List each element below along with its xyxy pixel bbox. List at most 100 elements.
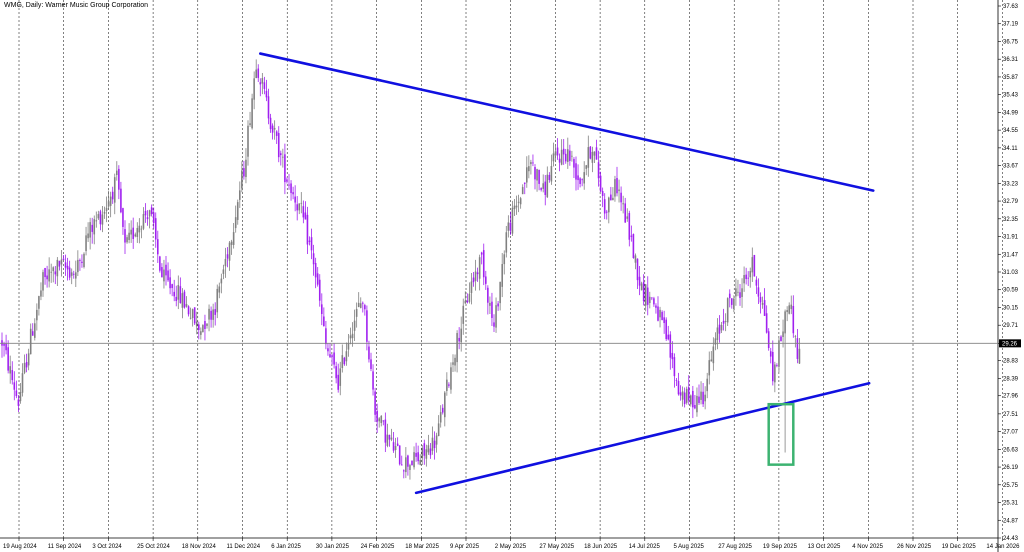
trendlines: [258, 52, 875, 495]
x-tick-label: 13 Oct 2025: [808, 544, 841, 550]
candle-body: [538, 169, 540, 184]
y-tick-label: 33.23: [1003, 181, 1019, 187]
candle-body: [509, 222, 512, 231]
candle-body: [665, 319, 667, 340]
candle-body: [292, 192, 294, 195]
candle-body: [562, 148, 565, 155]
candle-body: [692, 390, 694, 408]
candle-body: [7, 347, 9, 371]
candle-body: [642, 282, 645, 302]
x-tick-label: 26 Nov 2025: [897, 544, 932, 550]
candle-body: [712, 346, 715, 364]
candle-body: [195, 321, 198, 327]
candle-body: [673, 357, 676, 377]
candle-body: [536, 169, 538, 181]
candle-body: [540, 188, 542, 190]
y-tick-label: 25.31: [1003, 501, 1019, 507]
candle-body: [370, 359, 372, 369]
candle-body: [464, 300, 467, 304]
y-tick-label: 28.39: [1003, 376, 1019, 382]
y-tick-label: 35.87: [1003, 75, 1019, 81]
candle-body: [601, 191, 604, 196]
candle-body: [54, 271, 57, 275]
candle-body: [302, 206, 305, 218]
candle-body: [60, 259, 63, 265]
candle-body: [275, 131, 278, 136]
candle-body: [718, 324, 721, 334]
candle-body: [407, 455, 409, 467]
candle-body: [454, 357, 456, 366]
candle-body: [300, 202, 303, 204]
chart-title: WMG, Daily: Warner Music Group Corporati…: [4, 2, 149, 9]
candle-body: [644, 284, 647, 306]
candle-body: [480, 252, 483, 255]
candle-body: [767, 331, 770, 348]
candle-body: [558, 158, 561, 163]
candle-body: [452, 362, 454, 365]
candle-body: [521, 187, 524, 195]
candle-body: [640, 283, 643, 291]
candle-body: [786, 310, 788, 313]
candle-body: [134, 234, 137, 237]
y-tick-label: 27.51: [1003, 412, 1019, 418]
candle-body: [228, 242, 231, 261]
candle-body: [58, 260, 61, 267]
candle-body: [13, 382, 16, 390]
candle-body: [421, 448, 424, 459]
candle-body: [308, 240, 311, 242]
y-tick-label: 31.03: [1003, 270, 1019, 276]
candle-body: [747, 277, 749, 279]
candle-body: [526, 167, 528, 183]
candle-body: [792, 305, 795, 334]
candle-body: [618, 189, 620, 192]
time-axis: 19 Aug 2024 11 Sep 2024 3 Oct 2024 25 Oct 2…: [3, 538, 1020, 550]
candle-body: [444, 392, 446, 418]
candle-body: [263, 82, 266, 89]
candle-body: [552, 153, 555, 162]
x-tick-label: 18 Jun 2025: [584, 544, 618, 550]
candle-body: [466, 300, 469, 303]
candle-body: [48, 269, 50, 282]
candle-body: [419, 459, 421, 465]
candle-body: [230, 241, 233, 245]
candle-body: [515, 205, 518, 208]
candle-body: [359, 303, 362, 308]
candle-body: [489, 302, 491, 306]
candle-body: [392, 442, 395, 451]
candle-body: [79, 260, 81, 261]
candle-body: [614, 179, 616, 197]
y-tick-label: 25.75: [1003, 483, 1019, 489]
candle-body: [685, 388, 688, 403]
candle-body: [714, 338, 717, 345]
candle-body: [400, 464, 403, 466]
candle-body: [487, 287, 489, 303]
candle-body: [495, 305, 497, 328]
candle-body: [593, 151, 596, 156]
candle-body: [298, 203, 301, 211]
candle-body: [513, 205, 516, 210]
candle-body: [437, 423, 440, 437]
candle-body: [663, 317, 665, 324]
candle-body: [189, 317, 192, 319]
candle-body: [64, 262, 67, 268]
candle-body: [198, 324, 200, 331]
candle-body: [89, 222, 91, 238]
candle-body: [646, 287, 649, 305]
y-tick-label: 26.63: [1003, 447, 1019, 453]
candle-body: [245, 159, 247, 178]
candle-body: [5, 343, 7, 351]
x-tick-label: 3 Oct 2024: [92, 544, 122, 550]
candle-body: [542, 183, 544, 189]
candle-body: [776, 365, 778, 366]
candle-body: [433, 440, 436, 449]
candle-body: [232, 232, 235, 245]
y-tick-label: 35.43: [1003, 93, 1019, 99]
candle-body: [425, 449, 428, 459]
candle-body: [333, 352, 335, 365]
candle-body: [288, 184, 290, 186]
candle-body: [577, 175, 579, 181]
candle-body: [655, 305, 657, 308]
candle-body: [29, 328, 32, 355]
candle-body: [737, 291, 739, 293]
